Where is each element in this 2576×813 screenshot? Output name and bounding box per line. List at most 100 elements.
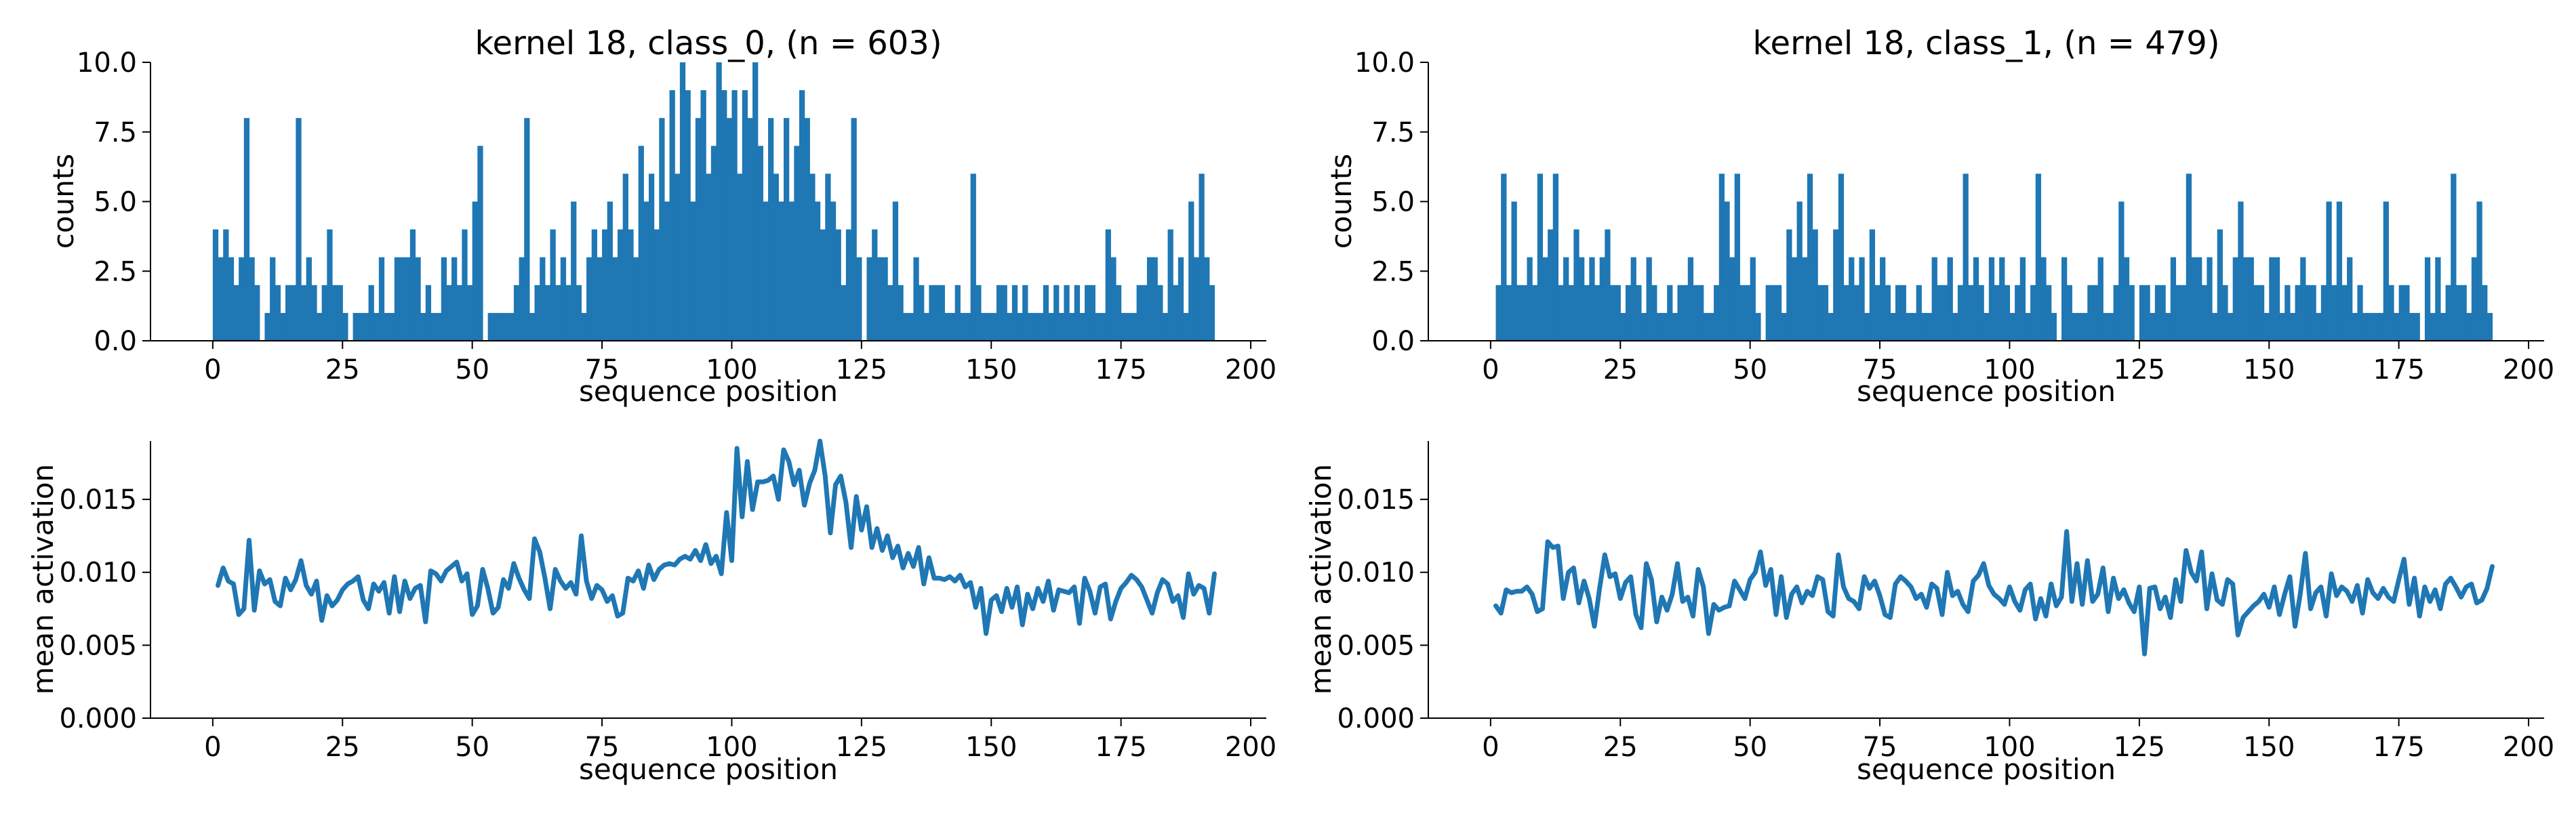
hist-class0-bar bbox=[534, 285, 540, 341]
hist-class0-bar bbox=[1115, 285, 1122, 341]
hist-class0-title: kernel 18, class_0, (n = 603) bbox=[475, 24, 942, 62]
line-class1-x-tick-label: 100 bbox=[1984, 732, 2035, 763]
hist-class0-x-tick-label: 75 bbox=[585, 354, 620, 385]
hist-class0-bar bbox=[544, 285, 551, 341]
hist-class0-bar bbox=[342, 312, 348, 341]
hist-class0-bar bbox=[1183, 312, 1189, 341]
line-class0-y-tick-label: 0.000 bbox=[59, 703, 137, 734]
hist-class1-bar bbox=[2326, 201, 2332, 341]
hist-class0-bar bbox=[529, 312, 536, 341]
hist-class0-bar bbox=[872, 229, 878, 341]
hist-class0-bar bbox=[285, 285, 291, 341]
hist-class1-bar bbox=[2316, 312, 2322, 341]
hist-class0-bar bbox=[882, 257, 888, 341]
hist-class1-bar bbox=[1937, 285, 1943, 341]
hist-class1-bar bbox=[2487, 312, 2493, 341]
hist-class1-bar bbox=[2040, 257, 2047, 341]
hist-class0-bar bbox=[555, 285, 561, 341]
hist-class0-bar bbox=[653, 229, 660, 341]
hist-class0-bar bbox=[809, 173, 816, 341]
hist-class1-bar bbox=[1864, 312, 1870, 341]
hist-class0-bar bbox=[316, 312, 323, 341]
hist-class0-bar bbox=[321, 285, 327, 341]
hist-class0-bar bbox=[773, 173, 779, 341]
hist-class1-bar bbox=[2466, 312, 2472, 341]
hist-class0-bar bbox=[1027, 312, 1034, 341]
hist-class1-bar bbox=[2424, 257, 2431, 341]
hist-class0-bar bbox=[436, 312, 442, 341]
hist-class0-bar bbox=[700, 90, 706, 341]
hist-class0-bar bbox=[394, 257, 401, 341]
hist-class0-bar bbox=[648, 173, 655, 341]
hist-class1-x-tick-label: 25 bbox=[1603, 354, 1638, 385]
line-class0-x-tick-label: 150 bbox=[965, 732, 1017, 763]
hist-class0-bar bbox=[389, 312, 395, 341]
hist-class1-bar bbox=[2061, 257, 2068, 341]
hist-class0-bar bbox=[892, 201, 899, 341]
hist-class0-bar bbox=[845, 229, 852, 341]
hist-class0-x-tick-label: 25 bbox=[325, 354, 360, 385]
hist-class1-bar bbox=[2404, 285, 2410, 341]
line-class0-x-tick-label: 25 bbox=[325, 732, 360, 763]
hist-class0-bar bbox=[290, 285, 296, 341]
hist-class0-y-tick-label: 2.5 bbox=[94, 256, 137, 287]
hist-class1-bar bbox=[1739, 285, 1746, 341]
hist-class0-bar bbox=[254, 285, 260, 341]
hist-class0-bar bbox=[632, 257, 639, 341]
line-class0-ylabel: mean activation bbox=[26, 464, 60, 694]
hist-class1-bar bbox=[2383, 201, 2389, 341]
hist-class0-bar bbox=[669, 90, 675, 341]
hist-class1-bar bbox=[1662, 312, 1668, 341]
hist-class1-bar bbox=[1926, 312, 1933, 341]
hist-class0-bar bbox=[1022, 285, 1028, 341]
hist-class1-bar bbox=[2212, 312, 2218, 341]
hist-class0-bar bbox=[1011, 285, 1018, 341]
line-class0-y-tick-label: 0.005 bbox=[59, 630, 137, 661]
hist-class0-bar bbox=[1017, 312, 1023, 341]
hist-class0-bar bbox=[970, 173, 976, 341]
hist-class1-bar bbox=[2310, 285, 2316, 341]
hist-class0-bar bbox=[690, 201, 696, 341]
hist-class0-bar bbox=[685, 90, 691, 341]
hist-class0-y-tick-label: 7.5 bbox=[94, 117, 137, 148]
line-class1-x-tick-label: 175 bbox=[2373, 732, 2424, 763]
hist-class1-bar bbox=[1781, 312, 1787, 341]
hist-class0-x-tick-label: 125 bbox=[836, 354, 887, 385]
line-class0-x-tick-label: 125 bbox=[836, 732, 887, 763]
hist-class1-bar bbox=[1802, 257, 1808, 341]
hist-class1-bar bbox=[1511, 201, 1517, 341]
hist-class0-bar bbox=[519, 257, 525, 341]
hist-class0-bar bbox=[710, 146, 717, 341]
hist-class0-bar bbox=[923, 312, 929, 341]
hist-class1-y-tick-label: 0.0 bbox=[1371, 326, 1415, 357]
hist-class0-bar bbox=[991, 312, 997, 341]
hist-class1-bar bbox=[1501, 173, 1507, 341]
hist-class1-bar bbox=[2196, 257, 2202, 341]
hist-class1-bar bbox=[1822, 285, 1829, 341]
hist-class0-x-tick-label: 0 bbox=[204, 354, 221, 385]
hist-class0-bar bbox=[1053, 285, 1060, 341]
hist-class0-bar bbox=[264, 312, 270, 341]
hist-class0-bar bbox=[446, 285, 452, 341]
hist-class1-bar bbox=[1833, 229, 1839, 341]
hist-class1-bar bbox=[2258, 285, 2265, 341]
hist-class1-bar bbox=[1807, 173, 1813, 341]
hist-class0-bar bbox=[980, 312, 987, 341]
hist-class1-bar bbox=[2461, 285, 2467, 341]
hist-class1-bar bbox=[1978, 285, 1984, 341]
hist-class0-bar bbox=[1074, 285, 1080, 341]
hist-class1-bar bbox=[1906, 312, 1912, 341]
hist-class1-bar bbox=[2015, 285, 2021, 341]
hist-class1-bar bbox=[1984, 312, 1990, 341]
hist-class0-bar bbox=[218, 257, 224, 341]
hist-class1-x-tick-label: 100 bbox=[1984, 354, 2035, 385]
hist-class0-bar bbox=[1204, 257, 1210, 341]
hist-class0-bar bbox=[851, 118, 857, 341]
line-class1-x-tick-label: 150 bbox=[2243, 732, 2295, 763]
hist-class0-bar bbox=[524, 118, 530, 341]
hist-class1-bar bbox=[1656, 312, 1663, 341]
hist-class0-bar bbox=[331, 285, 338, 341]
hist-class1-bar bbox=[1895, 285, 1901, 341]
hist-class0-bar bbox=[591, 229, 597, 341]
